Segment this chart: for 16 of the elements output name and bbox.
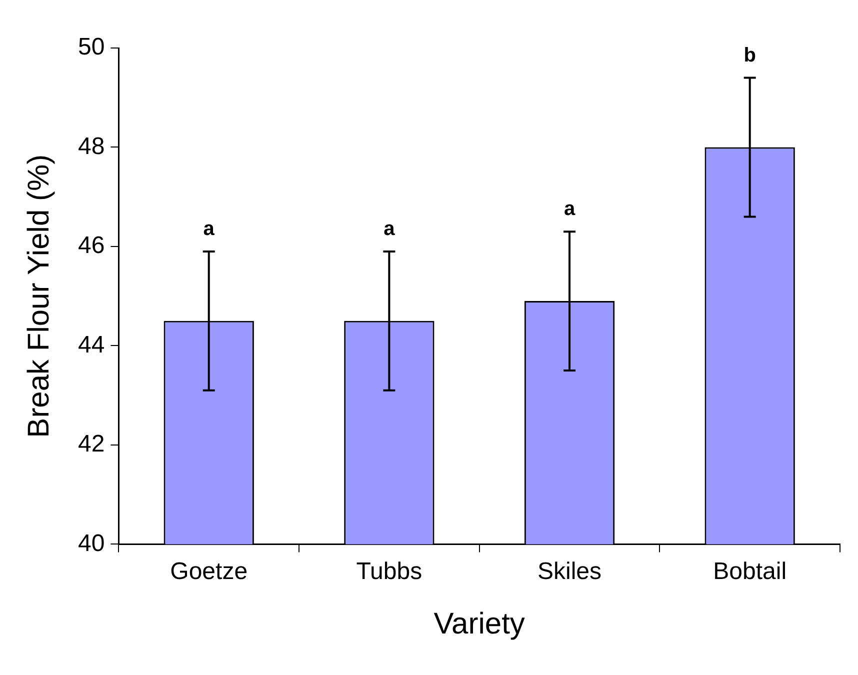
annotation: a bbox=[564, 198, 576, 220]
x-tick-label: Tubbs bbox=[356, 558, 422, 586]
x-tick-label: Goetze bbox=[170, 558, 248, 586]
y-tick-label: 40 bbox=[78, 530, 105, 557]
x-tick-label: Bobtail bbox=[713, 558, 787, 586]
y-tick-label: 48 bbox=[78, 132, 105, 160]
x-tick-label: Skiles bbox=[537, 558, 602, 586]
y-tick-label: 46 bbox=[78, 232, 105, 260]
y-tick-label: 42 bbox=[78, 430, 105, 458]
annotation: b bbox=[744, 44, 756, 66]
y-tick-label: 50 bbox=[78, 34, 105, 61]
y-axis-title: Break Flour Yield (%) bbox=[22, 154, 56, 438]
x-axis-title: Variety bbox=[434, 607, 525, 640]
annotation: a bbox=[203, 218, 216, 240]
annotation: a bbox=[384, 218, 396, 240]
y-tick-label: 44 bbox=[78, 331, 105, 358]
